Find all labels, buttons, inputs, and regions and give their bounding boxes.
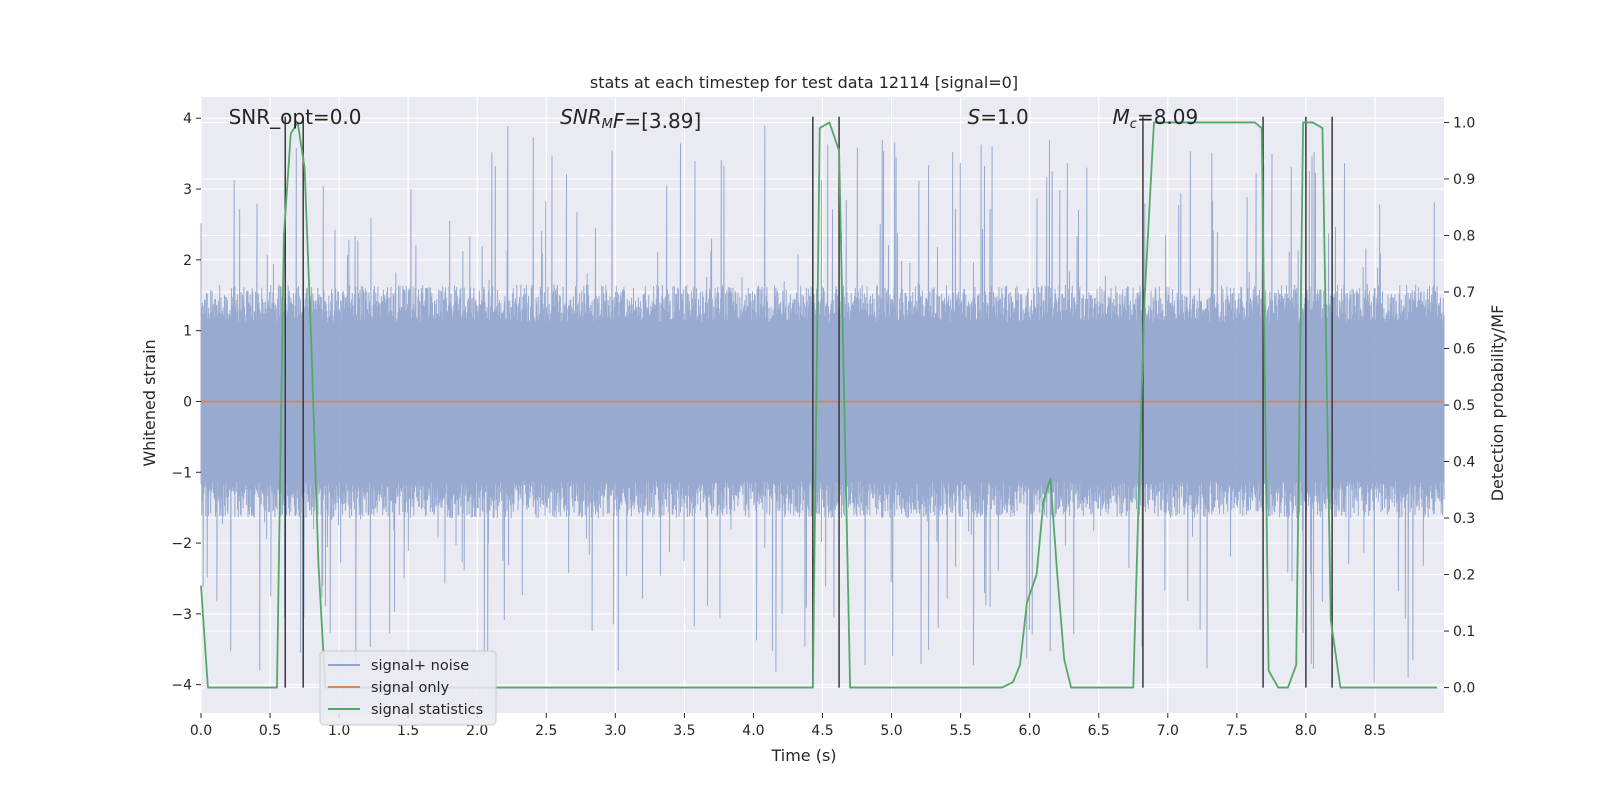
- legend: signal+ noise signal only signal statist…: [319, 650, 497, 726]
- y-right-tick-label: 0.6: [1453, 341, 1475, 357]
- x-axis: 0.0 0.5 1.0 1.5 2.0 2.5 3.0 3.5 4.0 4.5 5.0 5.5 6.0 6…: [190, 713, 1386, 739]
- y-axis-right-label: Detection probability/MF: [1488, 305, 1507, 502]
- y-right-tick-label: 0.3: [1453, 511, 1475, 527]
- legend-label-signal-noise: signal+ noise: [371, 658, 469, 674]
- x-tick-label: 4.5: [811, 723, 833, 739]
- statistics-line: [200, 121, 1438, 689]
- x-tick-label: 6.5: [1088, 723, 1110, 739]
- x-tick-label: 2.0: [466, 723, 488, 739]
- signal-noise-trace: [200, 125, 1445, 683]
- x-tick-label: 1.5: [397, 723, 419, 739]
- y-left-tick-label: 4: [183, 111, 192, 127]
- x-tick-label: 7.0: [1157, 723, 1179, 739]
- legend-label-signal-statistics: signal statistics: [371, 702, 483, 718]
- vertical-markers: [284, 116, 1333, 688]
- x-tick-label: 4.0: [742, 723, 764, 739]
- x-tick-label: 0.5: [259, 723, 281, 739]
- x-tick-label: 6.0: [1019, 723, 1041, 739]
- x-tick-label: 1.0: [328, 723, 350, 739]
- annotation-text: Mc=8.09: [1113, 105, 1199, 132]
- y-right-tick-label: 0.0: [1453, 681, 1475, 697]
- y-axis-left: −4 −3 −2 −1 0 1 2 3 4: [171, 111, 201, 694]
- y-right-tick-label: 1.0: [1453, 115, 1475, 131]
- y-left-tick-label: 3: [183, 182, 192, 198]
- y-right-tick-label: 0.9: [1453, 172, 1475, 188]
- y-left-tick-label: −2: [171, 536, 192, 552]
- y-right-tick-label: 0.1: [1453, 624, 1475, 640]
- x-tick-label: 2.5: [535, 723, 557, 739]
- annotation-text: SNR_opt=0.0: [229, 105, 362, 129]
- x-tick-label: 0.0: [190, 723, 212, 739]
- annotation-text: S=1.0: [968, 105, 1029, 129]
- noise-trace: [200, 125, 1445, 683]
- y-right-tick-label: 0.8: [1453, 228, 1475, 244]
- legend-label-signal-only: signal only: [371, 680, 450, 696]
- x-tick-label: 3.0: [604, 723, 626, 739]
- y-left-tick-label: 0: [183, 394, 192, 410]
- y-right-tick-label: 0.5: [1453, 398, 1475, 414]
- y-axis-right: 0.0 0.1 0.2 0.3 0.4 0.5 0.6 0.7 0.8 0.9 1.0: [1444, 115, 1475, 697]
- y-right-tick-label: 0.7: [1453, 285, 1475, 301]
- y-left-tick-label: −3: [171, 607, 192, 623]
- chart-title: stats at each timestep for test data 121…: [590, 73, 1018, 92]
- y-left-tick-label: −1: [171, 465, 192, 481]
- x-tick-label: 8.0: [1295, 723, 1317, 739]
- signal-statistics-trace: [200, 121, 1438, 689]
- y-right-tick-label: 0.2: [1453, 568, 1475, 584]
- y-right-tick-label: 0.4: [1453, 455, 1475, 471]
- y-axis-left-label: Whitened strain: [140, 339, 159, 466]
- y-left-tick-label: −4: [171, 678, 192, 694]
- y-left-tick-label: 2: [183, 253, 192, 269]
- x-tick-label: 5.5: [949, 723, 971, 739]
- legend-box: [319, 650, 497, 726]
- x-axis-label: Time (s): [770, 746, 836, 765]
- x-tick-label: 7.5: [1226, 723, 1248, 739]
- x-tick-label: 5.0: [880, 723, 902, 739]
- x-tick-label: 8.5: [1364, 723, 1386, 739]
- x-tick-label: 3.5: [673, 723, 695, 739]
- y-left-tick-label: 1: [183, 324, 192, 340]
- annotation-text: SNRMF=[3.89]: [560, 105, 701, 133]
- annotations: SNR_opt=0.0 SNRMF=[3.89] S=1.0 Mc=8.09: [229, 105, 1199, 133]
